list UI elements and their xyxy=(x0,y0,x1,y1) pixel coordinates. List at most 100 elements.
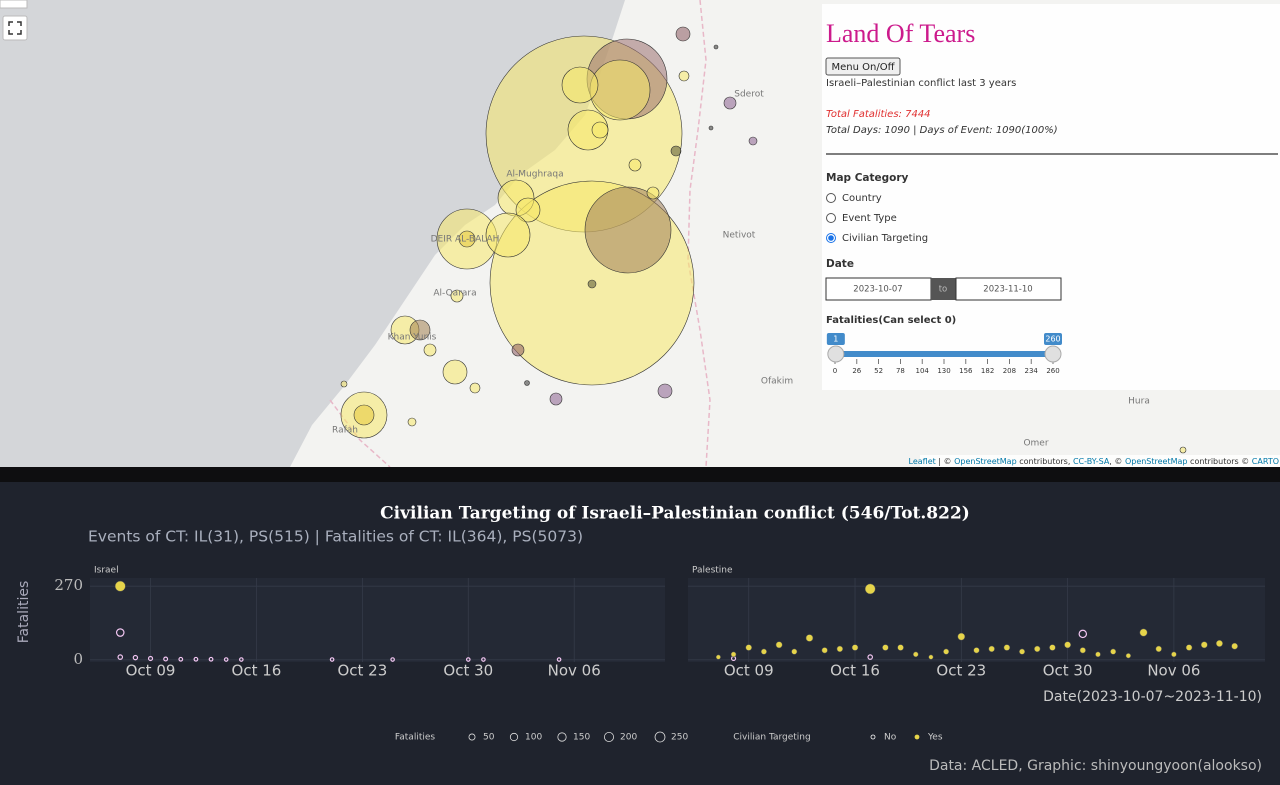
radio-label[interactable]: Event Type xyxy=(842,213,897,224)
panel-title: Palestine xyxy=(692,566,733,576)
size-legend-key xyxy=(654,731,666,743)
x-tick-label: Nov 06 xyxy=(548,662,601,680)
menu-button[interactable] xyxy=(825,57,901,76)
size-legend-label: 50 xyxy=(483,733,495,743)
data-point xyxy=(897,644,904,651)
event-circle xyxy=(524,380,530,386)
data-point xyxy=(193,656,199,662)
x-tick-label: Oct 09 xyxy=(724,662,774,680)
event-circle xyxy=(458,230,476,248)
panel-title: Israel xyxy=(94,566,119,576)
data-point xyxy=(836,645,843,653)
attribution-link[interactable]: Leaflet xyxy=(909,457,936,466)
radio-label[interactable]: Country xyxy=(842,193,882,204)
x-tick-label: Oct 09 xyxy=(126,662,176,680)
date-end-input[interactable] xyxy=(955,277,1062,301)
event-circle xyxy=(748,136,758,146)
data-point xyxy=(1095,651,1101,658)
attribution-link[interactable]: OpenStreetMap xyxy=(1125,457,1188,466)
data-point xyxy=(745,644,752,651)
data-point xyxy=(760,648,767,655)
data-point xyxy=(1034,645,1041,653)
place-label: Ofakim xyxy=(761,377,793,387)
data-point xyxy=(805,634,814,642)
slider-tick-label: 208 xyxy=(1003,367,1016,375)
border xyxy=(687,0,711,468)
data-point xyxy=(481,657,486,662)
data-point xyxy=(556,657,562,662)
attribution-link[interactable]: CC-BY-SA xyxy=(1073,457,1110,466)
event-circles xyxy=(340,26,1187,454)
total-fatalities: Total Fatalities: 7444 xyxy=(826,109,931,120)
event-circle xyxy=(723,96,737,110)
place-label: Netivot xyxy=(723,231,756,241)
event-circle xyxy=(675,26,691,42)
date-separator-bg xyxy=(931,278,956,300)
slider-handle[interactable] xyxy=(827,345,845,363)
data-point xyxy=(147,655,154,662)
event-circle xyxy=(591,121,609,139)
date-start[interactable]: 2023-10-07 xyxy=(853,285,902,295)
event-circle xyxy=(628,158,642,172)
border xyxy=(329,399,391,468)
slider-tick-label: 156 xyxy=(959,367,973,375)
data-point xyxy=(1049,644,1056,651)
data-point xyxy=(988,645,995,653)
size-legend-label: 150 xyxy=(573,733,590,743)
size-legend-key xyxy=(557,732,567,742)
event-circle xyxy=(549,392,563,406)
event-circle xyxy=(646,186,660,200)
size-legend-title: Fatalities xyxy=(395,733,435,743)
zoom-control[interactable] xyxy=(0,0,28,9)
event-circle xyxy=(1179,446,1187,454)
slider-handle[interactable] xyxy=(1044,345,1062,363)
place-label: Al-Mughraqa xyxy=(506,170,563,180)
event-circle xyxy=(407,417,417,427)
data-point xyxy=(791,648,798,655)
data-point xyxy=(223,657,229,662)
event-circle xyxy=(561,66,599,104)
slider-range xyxy=(835,351,1053,357)
slider-value: 1 xyxy=(833,335,838,344)
data-point xyxy=(715,654,721,660)
data-point xyxy=(114,580,126,592)
separator xyxy=(0,467,1280,482)
data-point xyxy=(1003,644,1011,651)
radio[interactable] xyxy=(826,193,836,203)
data-point xyxy=(851,644,859,651)
x-tick-label: Nov 06 xyxy=(1147,662,1200,680)
radio-dot[interactable] xyxy=(828,235,834,241)
map-category-label: Map Category xyxy=(826,172,909,184)
data-point xyxy=(1079,647,1086,654)
color-legend-key xyxy=(914,734,920,740)
data-point xyxy=(1110,648,1117,655)
x-tick-label: Oct 16 xyxy=(830,662,880,680)
slider-tick-label: 78 xyxy=(896,367,905,375)
radio-label[interactable]: Civilian Targeting xyxy=(842,233,928,244)
size-legend-label: 200 xyxy=(620,733,637,743)
data-point xyxy=(730,651,737,658)
data-point xyxy=(208,656,214,662)
attribution-link[interactable]: OpenStreetMap xyxy=(954,457,1017,466)
slider-tick-label: 260 xyxy=(1046,367,1059,375)
color-legend-label: Yes xyxy=(927,733,943,743)
radio[interactable] xyxy=(826,213,836,223)
attribution-text: contributors © xyxy=(1188,457,1252,466)
color-legend-title: Civilian Targeting xyxy=(733,733,810,743)
data-point xyxy=(882,644,889,651)
data-point xyxy=(821,647,828,654)
data-point xyxy=(1139,628,1148,637)
plot-panel xyxy=(90,578,665,662)
attribution-link[interactable]: CARTO xyxy=(1252,457,1279,466)
data-point xyxy=(1155,645,1162,653)
data-point xyxy=(957,632,966,641)
date-end[interactable]: 2023-11-10 xyxy=(983,285,1032,295)
fullscreen-button[interactable] xyxy=(2,15,28,41)
slider-value-bg xyxy=(826,333,845,345)
event-circle xyxy=(515,197,541,223)
panel-title: Land Of Tears xyxy=(826,19,975,48)
event-circle xyxy=(511,343,525,357)
event-circle xyxy=(423,343,437,357)
menu-button-label[interactable]: Menu On/Off xyxy=(832,62,896,73)
